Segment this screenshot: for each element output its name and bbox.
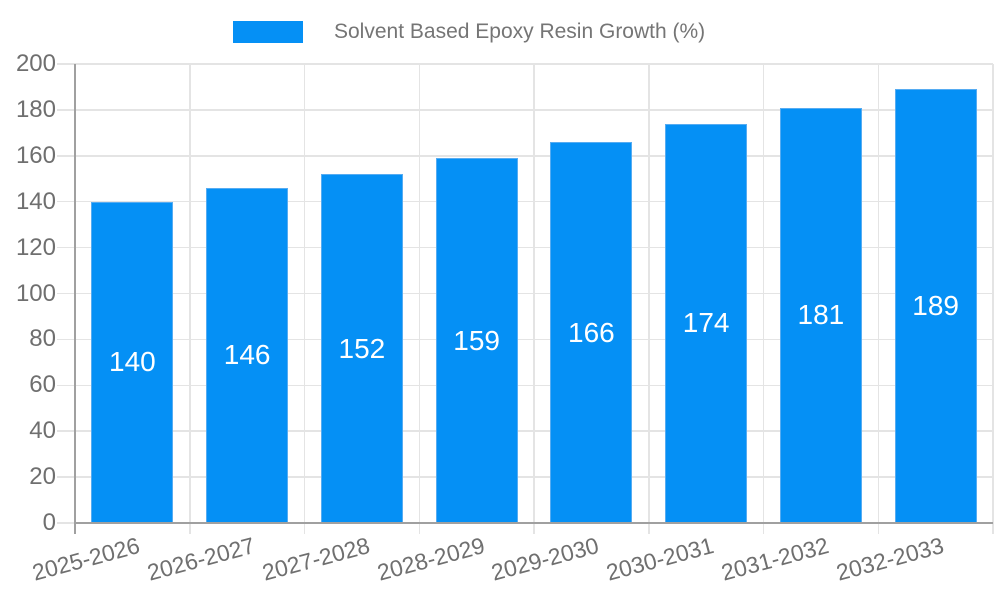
legend-label: Solvent Based Epoxy Resin Growth (%) (334, 20, 706, 43)
bar (91, 201, 174, 523)
y-tick (57, 246, 75, 249)
gridline-v (992, 64, 994, 523)
x-tick (303, 523, 306, 534)
y-tick-label: 160 (15, 141, 56, 169)
bar-value-label: 146 (223, 339, 271, 371)
x-tick-label: 2028-2029 (374, 532, 488, 586)
x-tick (418, 523, 420, 534)
x-tick-label: 2030-2031 (603, 532, 717, 586)
y-tick (57, 384, 75, 387)
gridline-v (648, 64, 650, 523)
bar-value-label: 152 (338, 332, 386, 364)
bar-value-label: 174 (682, 307, 730, 339)
x-tick (533, 523, 535, 534)
x-tick-label: 2031-2032 (718, 532, 832, 586)
legend: Solvent Based Epoxy Resin Growth (%) (233, 20, 705, 44)
y-tick-label: 100 (15, 279, 56, 307)
y-tick (57, 292, 75, 295)
y-tick-label: 0 (42, 509, 56, 536)
y-tick (57, 430, 75, 432)
y-tick-label: 60 (29, 371, 56, 399)
y-tick (57, 476, 75, 478)
gridline-v (877, 64, 879, 523)
x-tick-label: 2029-2030 (488, 532, 602, 586)
legend-swatch (233, 21, 303, 43)
bar (206, 187, 289, 523)
bar (435, 158, 518, 523)
x-tick-label: 2026-2027 (144, 532, 258, 586)
bar-value-label: 140 (109, 346, 156, 378)
y-tick-label: 200 (15, 50, 56, 77)
bar (894, 89, 977, 523)
y-axis-line (74, 64, 76, 534)
bar-value-label: 166 (568, 316, 615, 348)
x-tick (992, 523, 994, 534)
bar (550, 142, 633, 523)
bar (665, 123, 748, 523)
bar-value-label: 189 (912, 290, 959, 322)
x-tick (648, 523, 650, 534)
y-tick-label: 20 (29, 463, 56, 491)
gridline-v (303, 64, 306, 523)
y-tick-label: 140 (15, 187, 56, 215)
y-tick-label: 80 (29, 325, 56, 353)
bar (779, 107, 862, 523)
y-tick (57, 63, 75, 65)
y-tick (57, 155, 75, 157)
gridline-v (762, 64, 765, 523)
x-tick (762, 523, 765, 534)
x-tick (189, 523, 191, 534)
x-axis-line (75, 522, 993, 524)
x-tick-label: 2032-2033 (833, 532, 947, 586)
x-tick (877, 523, 879, 534)
bar (320, 174, 403, 523)
gridline-v (418, 64, 420, 523)
bar-value-label: 159 (453, 324, 500, 356)
y-tick (57, 200, 75, 203)
gridline-v (189, 64, 191, 523)
y-tick-label: 40 (29, 417, 56, 445)
x-tick-label: 2027-2028 (259, 532, 373, 586)
bar-value-label: 181 (797, 299, 845, 331)
y-tick (57, 109, 75, 111)
y-tick (57, 338, 75, 341)
y-tick-label: 180 (15, 95, 56, 123)
gridline-v (533, 64, 535, 523)
y-tick (57, 522, 75, 524)
x-tick-label: 2025-2026 (29, 532, 143, 586)
y-tick-label: 120 (15, 233, 56, 261)
